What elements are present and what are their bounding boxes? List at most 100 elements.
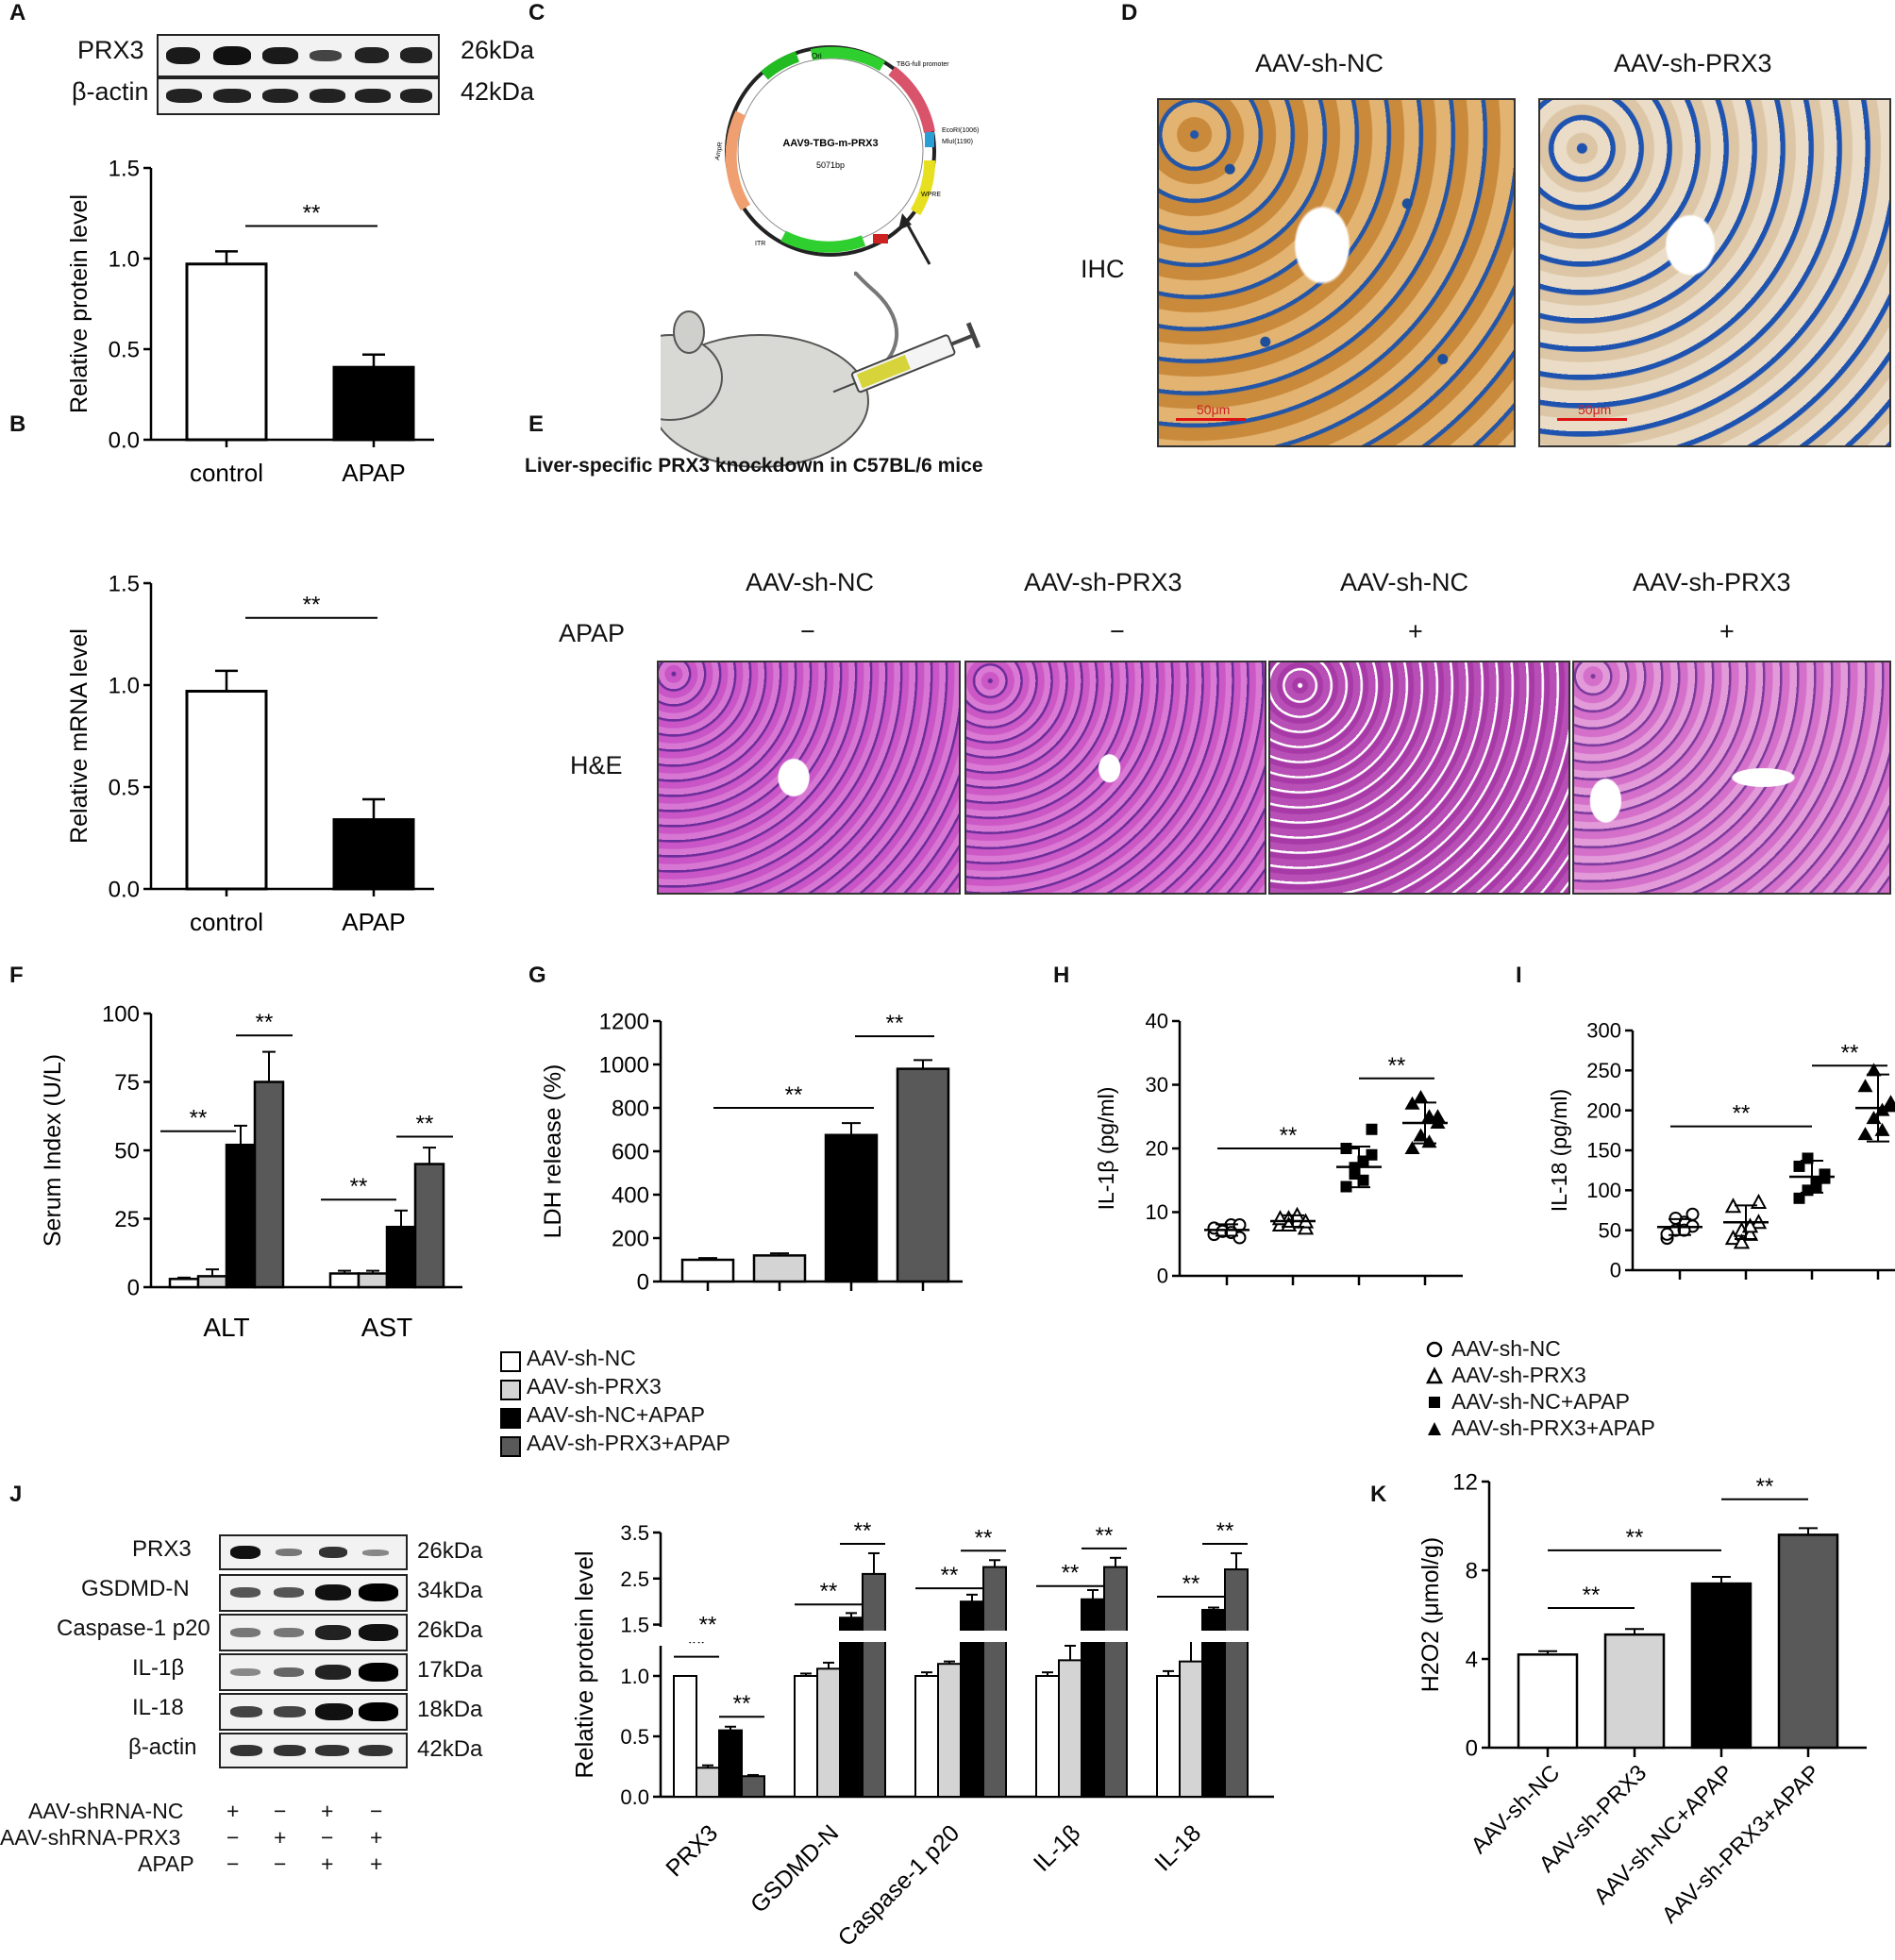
data-point bbox=[1366, 1123, 1378, 1135]
ihc-image-prx3: 50μm bbox=[1538, 98, 1891, 447]
he-image-2 bbox=[964, 661, 1266, 895]
data-point bbox=[1724, 1230, 1742, 1246]
bar bbox=[1058, 1659, 1082, 1798]
x-tick-label: PRX3 bbox=[661, 1819, 723, 1882]
j-blot-label: IL-18 bbox=[132, 1695, 184, 1720]
x-tick-label: Caspase-1 p20 bbox=[833, 1819, 965, 1952]
chart-i: 0 50 100 150 200 250 300 IL-18 (pg/ml) ** ** bbox=[1547, 1019, 1895, 1282]
bar bbox=[673, 1675, 697, 1798]
j-sign: − bbox=[226, 1851, 240, 1876]
legend-swatch bbox=[500, 1380, 521, 1400]
panel-label-j: J bbox=[9, 1482, 23, 1507]
y-tick-label: 150 bbox=[1586, 1139, 1621, 1163]
ori-arc bbox=[810, 46, 886, 72]
blot-label-prx3: PRX3 bbox=[77, 36, 144, 64]
bar bbox=[824, 1133, 879, 1283]
panel-label-k: K bbox=[1370, 1482, 1387, 1507]
legend-label: AAV-sh-NC+APAP bbox=[527, 1402, 705, 1427]
data-point bbox=[1404, 1141, 1420, 1154]
feature-wpre: WPRE bbox=[921, 192, 941, 198]
y-axis-label: Serum Index (U/L) bbox=[40, 1054, 66, 1247]
bar bbox=[794, 1675, 818, 1798]
blot-size-actin: 42kDa bbox=[461, 77, 535, 106]
j-blot-size: 34kDa bbox=[417, 1578, 483, 1603]
panel-label-h: H bbox=[1053, 963, 1070, 988]
data-point bbox=[1349, 1168, 1361, 1180]
legend-label: AAV-sh-PRX3 bbox=[1451, 1363, 1586, 1387]
j-blot-size: 17kDa bbox=[417, 1657, 483, 1683]
data-point bbox=[1421, 1134, 1437, 1148]
y-tick-label: 1200 bbox=[599, 1009, 649, 1034]
j-blot-strip bbox=[219, 1653, 408, 1691]
data-point bbox=[1413, 1128, 1429, 1142]
bar bbox=[1156, 1675, 1181, 1798]
feature-itr: ITR bbox=[755, 241, 765, 247]
panel-label-i: I bbox=[1516, 963, 1522, 988]
ihc-image-nc: 50μm bbox=[1157, 98, 1516, 447]
chart-a: 0.0 0.5 1.0 1.5 Relative protein level contro… bbox=[66, 156, 434, 487]
axis-break bbox=[657, 1631, 1270, 1642]
legend-label: AAV-sh-PRX3+APAP bbox=[527, 1431, 730, 1455]
data-point bbox=[1819, 1172, 1831, 1184]
y-tick-label: 0.5 bbox=[109, 775, 140, 800]
y-tick-label: 1.0 bbox=[620, 1665, 649, 1688]
significance-label: ** bbox=[303, 200, 321, 226]
ampr-arc bbox=[725, 110, 751, 211]
bar bbox=[328, 1272, 361, 1289]
significance-label: ** bbox=[1096, 1523, 1114, 1549]
y-tick-label: 800 bbox=[612, 1096, 649, 1121]
y-tick-label: 100 bbox=[1586, 1179, 1621, 1202]
data-point bbox=[1404, 1096, 1420, 1110]
x-tick-label: IL-1β bbox=[1029, 1819, 1085, 1876]
y-tick-label: 10 bbox=[1146, 1200, 1168, 1224]
j-blot-label: Caspase-1 p20 bbox=[57, 1616, 210, 1641]
plasmid-size: 5071bp bbox=[816, 160, 845, 170]
ihc-col-label-prx3: AAV-sh-PRX3 bbox=[1614, 49, 1772, 77]
he-col-label-1: AAV-sh-NC bbox=[746, 568, 875, 596]
apap-sign-2: − bbox=[1110, 617, 1125, 645]
y-tick-label: 1.0 bbox=[109, 673, 140, 698]
data-point bbox=[1357, 1155, 1369, 1167]
j-sign: − bbox=[370, 1799, 383, 1823]
j-blot-label: PRX3 bbox=[132, 1536, 192, 1562]
apap-sign-1: − bbox=[800, 617, 815, 645]
y-tick-label: 50 bbox=[1599, 1218, 1621, 1242]
legend-label: AAV-sh-PRX3+APAP bbox=[1451, 1416, 1655, 1440]
y-tick-label: 40 bbox=[1146, 1010, 1168, 1033]
bar bbox=[225, 1143, 257, 1289]
bar bbox=[332, 818, 415, 891]
apap-sign-3: + bbox=[1408, 617, 1423, 645]
j-blot-strip bbox=[219, 1614, 408, 1651]
significance-label: ** bbox=[256, 1010, 274, 1035]
j-condition-label: AAV-shRNA-PRX3 bbox=[0, 1825, 181, 1850]
bar bbox=[741, 1775, 765, 1798]
significance-label: ** bbox=[1626, 1525, 1644, 1550]
y-tick-label: 200 bbox=[1586, 1098, 1621, 1122]
data-point bbox=[1857, 1127, 1873, 1141]
significance-label: ** bbox=[1182, 1571, 1200, 1597]
y-axis-label: IL-18 (pg/ml) bbox=[1547, 1089, 1571, 1212]
legend-swatch bbox=[500, 1351, 521, 1372]
plasmid-name: AAV9-TBG-m-PRX3 bbox=[782, 138, 878, 149]
y-tick-label: 400 bbox=[612, 1182, 649, 1208]
y-tick-label: 8 bbox=[1466, 1558, 1478, 1583]
legend-label: AAV-sh-PRX3 bbox=[527, 1374, 662, 1399]
y-tick-label: 75 bbox=[114, 1070, 140, 1096]
significance-label: ** bbox=[941, 1563, 959, 1588]
significance-label: ** bbox=[1062, 1561, 1080, 1586]
mouse-icon bbox=[661, 271, 899, 468]
bar bbox=[816, 1667, 841, 1798]
feature-ecori: EcoRI(1006) bbox=[942, 127, 979, 134]
feature-ampr: AmpR bbox=[714, 142, 724, 160]
bar bbox=[185, 689, 268, 891]
scale-bar-label: 50μm bbox=[1197, 402, 1231, 417]
data-point bbox=[1340, 1181, 1352, 1193]
significance-label: ** bbox=[1756, 1474, 1774, 1499]
bar bbox=[1103, 1566, 1128, 1798]
y-tick-label: 0 bbox=[637, 1269, 649, 1295]
ihc-row-label: IHC bbox=[1081, 255, 1125, 283]
data-point bbox=[1430, 1109, 1446, 1123]
promoter-arc bbox=[888, 66, 935, 134]
x-tick-label: AST bbox=[361, 1313, 412, 1342]
j-condition-label: AAV-shRNA-NC bbox=[28, 1799, 184, 1823]
